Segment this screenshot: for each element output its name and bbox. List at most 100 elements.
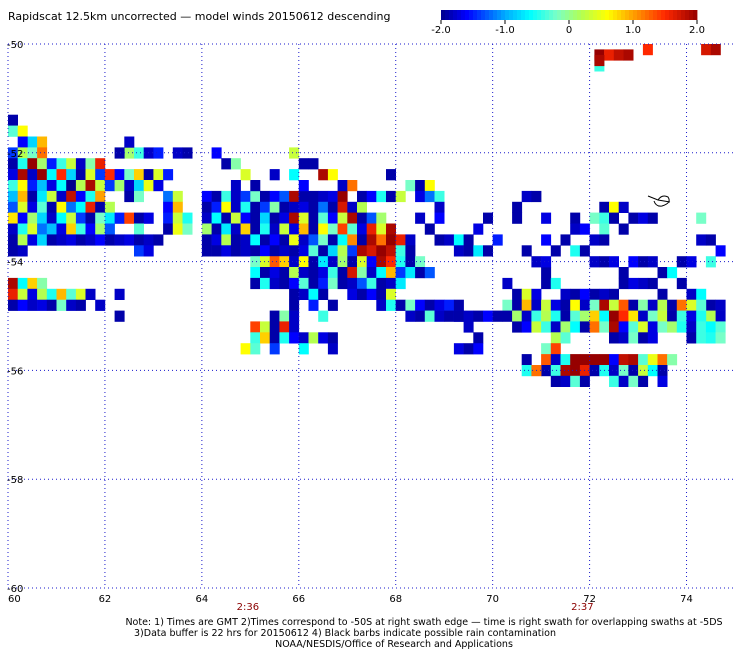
heatmap-cell bbox=[182, 212, 193, 224]
heatmap-cell bbox=[623, 49, 634, 61]
heatmap-cell bbox=[153, 180, 164, 192]
heatmap-cell bbox=[521, 321, 532, 333]
heatmap-cell bbox=[8, 223, 18, 235]
colorbar-segment bbox=[657, 10, 662, 20]
colorbar-segment bbox=[537, 10, 542, 20]
heatmap-cell bbox=[260, 321, 270, 333]
heatmap-cell bbox=[46, 299, 57, 311]
heatmap-cell bbox=[337, 223, 348, 235]
colorbar-segment bbox=[445, 10, 450, 20]
heatmap-cell bbox=[473, 343, 484, 355]
heatmap-cell bbox=[289, 299, 300, 311]
heatmap-cell bbox=[318, 212, 329, 224]
heatmap-cell bbox=[250, 277, 261, 290]
heatmap-cell bbox=[114, 180, 125, 192]
heatmap-cell bbox=[376, 288, 387, 300]
heatmap-cell bbox=[172, 147, 183, 159]
colorbar-segment bbox=[545, 10, 550, 20]
heatmap-cell bbox=[327, 234, 338, 246]
heatmap-cell bbox=[618, 332, 629, 344]
heatmap-cell bbox=[667, 354, 678, 366]
heatmap-cell bbox=[66, 234, 77, 246]
heatmap-cell bbox=[172, 212, 183, 224]
colorbar-segment bbox=[637, 10, 642, 20]
time-label: 2:36 bbox=[237, 602, 259, 613]
heatmap-cell bbox=[638, 299, 649, 311]
heatmap-cell bbox=[327, 332, 338, 344]
heatmap-cell bbox=[221, 201, 232, 213]
heatmap-cell bbox=[134, 223, 144, 235]
heatmap-cell bbox=[657, 354, 668, 366]
heatmap-cell bbox=[269, 256, 280, 268]
heatmap-cell bbox=[260, 190, 270, 203]
x-tick-label: 68 bbox=[389, 594, 402, 605]
heatmap-cell bbox=[405, 256, 416, 268]
colorbar-segment bbox=[449, 10, 454, 20]
heatmap-cell bbox=[424, 310, 435, 322]
heatmap-cell bbox=[27, 190, 38, 203]
time-labels: 2:36 2:37 bbox=[237, 602, 594, 613]
heatmap-cell bbox=[541, 212, 552, 224]
colorbar-segment bbox=[533, 10, 538, 20]
heatmap-cell bbox=[85, 158, 96, 170]
heatmap-cell bbox=[17, 299, 28, 311]
heatmap-cell bbox=[357, 277, 367, 290]
heatmap-cell bbox=[531, 321, 542, 333]
heatmap-cell bbox=[279, 201, 290, 213]
heatmap-cell bbox=[618, 201, 629, 213]
heatmap-cell bbox=[37, 180, 48, 192]
heatmap-cell bbox=[308, 234, 319, 246]
colorbar-segment bbox=[585, 10, 590, 20]
heatmap-cell bbox=[570, 288, 581, 300]
heatmap-cell bbox=[298, 277, 309, 290]
heatmap-cell bbox=[230, 180, 241, 192]
heatmap-cell bbox=[221, 190, 232, 203]
heatmap-cell bbox=[250, 256, 261, 268]
heatmap-cell bbox=[676, 310, 687, 322]
heatmap-cell bbox=[75, 158, 86, 170]
heatmap-cell bbox=[550, 245, 561, 257]
heatmap-cell bbox=[628, 332, 639, 344]
heatmap-cell bbox=[604, 49, 615, 61]
heatmap-cell bbox=[676, 321, 687, 333]
heatmap-cell bbox=[405, 310, 416, 322]
heatmap-cell bbox=[230, 201, 241, 213]
heatmap-cell bbox=[550, 375, 561, 387]
heatmap-cell bbox=[66, 201, 77, 213]
heatmap-cell bbox=[143, 212, 154, 224]
heatmap-cell bbox=[366, 288, 377, 300]
heatmap-cell bbox=[85, 180, 96, 192]
heatmap-cell bbox=[318, 332, 329, 344]
heatmap-cell bbox=[541, 321, 552, 333]
heatmap-cell bbox=[386, 256, 396, 268]
heatmap-cell bbox=[182, 223, 193, 235]
heatmap-cell bbox=[599, 234, 610, 246]
heatmap-cell bbox=[17, 223, 28, 235]
heatmap-cell bbox=[541, 310, 552, 322]
heatmap-cell bbox=[318, 288, 329, 300]
heatmap-cell bbox=[618, 277, 629, 290]
heatmap-cell bbox=[405, 267, 416, 279]
heatmap-cell bbox=[628, 365, 639, 377]
y-tick-labels: -50 -52 -54 -56 -58 -60 bbox=[7, 40, 23, 595]
heatmap-cell bbox=[347, 245, 358, 257]
heatmap-cell bbox=[696, 288, 707, 300]
heatmap-cell bbox=[85, 212, 96, 224]
heatmap-cell bbox=[17, 147, 28, 159]
heatmap-cell bbox=[337, 267, 348, 279]
heatmap-cell bbox=[667, 267, 678, 279]
heatmap-cell bbox=[579, 245, 590, 257]
heatmap-cell bbox=[647, 212, 658, 224]
heatmap-cell bbox=[657, 299, 668, 311]
heatmap-cell bbox=[318, 245, 329, 257]
heatmap-cell bbox=[8, 245, 18, 257]
heatmap-cell bbox=[8, 212, 18, 224]
heatmap-cell bbox=[17, 245, 28, 257]
heatmap-cell bbox=[250, 332, 261, 344]
heatmap-cell bbox=[95, 234, 106, 246]
heatmap-cell bbox=[56, 223, 67, 235]
heatmap-cell bbox=[279, 212, 290, 224]
heatmap-cell bbox=[298, 245, 309, 257]
heatmap-cell bbox=[56, 190, 67, 203]
heatmap-cell bbox=[696, 332, 707, 344]
